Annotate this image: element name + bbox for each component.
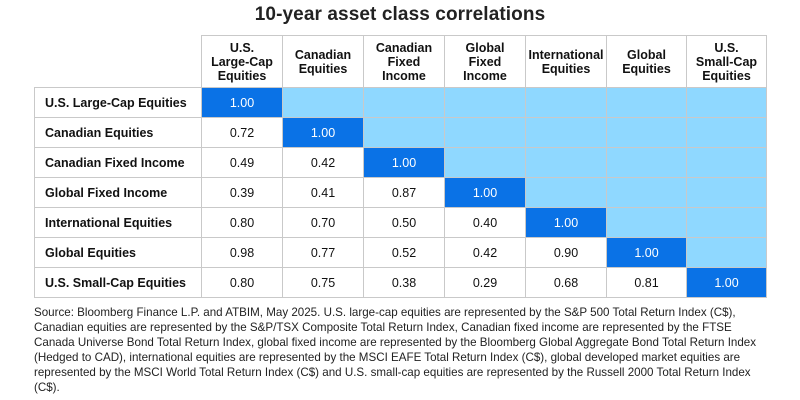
empty-cell: [686, 177, 767, 208]
table-row: Canadian Equities 0.72 1.00: [34, 117, 767, 148]
empty-cell: [444, 87, 526, 118]
diagonal-cell: 1.00: [525, 207, 607, 238]
column-header: Canadian Fixed Income: [363, 35, 445, 88]
table-row: International Equities 0.80 0.70 0.50 0.40 1.…: [34, 207, 767, 238]
empty-cell: [282, 87, 364, 118]
correlation-cell: 0.98: [201, 237, 283, 268]
column-header: International Equities: [525, 35, 607, 88]
column-header: Global Equities: [606, 35, 687, 88]
table-row: U.S. Small-Cap Equities 0.80 0.75 0.38 0.29 0…: [34, 267, 767, 298]
empty-cell: [686, 237, 767, 268]
column-header: U.S. Small-Cap Equities: [686, 35, 767, 88]
row-label: Canadian Fixed Income: [34, 147, 202, 178]
empty-cell: [606, 177, 687, 208]
correlation-cell: 0.72: [201, 117, 283, 148]
source-note: Source: Bloomberg Finance L.P. and ATBIM…: [34, 306, 757, 394]
diagonal-cell: 1.00: [606, 237, 687, 268]
correlation-table: U.S. Large-Cap Equities Canadian Equities Can…: [34, 35, 767, 298]
row-label: Canadian Equities: [34, 117, 202, 148]
correlation-cell: 0.38: [363, 267, 445, 298]
correlation-cell: 0.41: [282, 177, 364, 208]
row-label: U.S. Small-Cap Equities: [34, 267, 202, 298]
correlation-cell: 0.90: [525, 237, 607, 268]
correlation-cell: 0.81: [606, 267, 687, 298]
empty-cell: [525, 177, 607, 208]
empty-cell: [686, 147, 767, 178]
empty-cell: [686, 207, 767, 238]
column-header: U.S. Large-Cap Equities: [201, 35, 283, 88]
table-row: U.S. Large-Cap Equities 1.00: [34, 87, 767, 118]
empty-cell: [606, 207, 687, 238]
diagonal-cell: 1.00: [282, 117, 364, 148]
empty-cell: [363, 87, 445, 118]
correlation-cell: 0.42: [282, 147, 364, 178]
empty-cell: [444, 117, 526, 148]
empty-cell: [444, 147, 526, 178]
empty-cell: [686, 117, 767, 148]
correlation-cell: 0.42: [444, 237, 526, 268]
column-header: Canadian Equities: [282, 35, 364, 88]
column-header: Global Fixed Income: [444, 35, 526, 88]
empty-cell: [606, 147, 687, 178]
correlation-cell: 0.49: [201, 147, 283, 178]
correlation-cell: 0.52: [363, 237, 445, 268]
empty-cell: [525, 147, 607, 178]
row-label: International Equities: [34, 207, 202, 238]
diagonal-cell: 1.00: [363, 147, 445, 178]
correlation-cell: 0.87: [363, 177, 445, 208]
correlation-cell: 0.70: [282, 207, 364, 238]
table-row: Global Equities 0.98 0.77 0.52 0.42 0.90 1.00: [34, 237, 767, 268]
correlation-cell: 0.39: [201, 177, 283, 208]
correlation-cell: 0.29: [444, 267, 526, 298]
correlation-cell: 0.80: [201, 267, 283, 298]
correlation-cell: 0.77: [282, 237, 364, 268]
correlation-cell: 0.40: [444, 207, 526, 238]
diagonal-cell: 1.00: [201, 87, 283, 118]
empty-cell: [525, 117, 607, 148]
empty-cell: [686, 87, 767, 118]
correlation-cell: 0.80: [201, 207, 283, 238]
correlation-cell: 0.50: [363, 207, 445, 238]
table-row: Canadian Fixed Income 0.49 0.42 1.00: [34, 147, 767, 178]
empty-cell: [363, 117, 445, 148]
diagonal-cell: 1.00: [444, 177, 526, 208]
correlation-cell: 0.75: [282, 267, 364, 298]
table-corner: [34, 35, 202, 88]
correlation-cell: 0.68: [525, 267, 607, 298]
row-label: Global Fixed Income: [34, 177, 202, 208]
empty-cell: [525, 87, 607, 118]
empty-cell: [606, 117, 687, 148]
chart-title: 10-year asset class correlations: [254, 4, 546, 25]
row-label: Global Equities: [34, 237, 202, 268]
empty-cell: [606, 87, 687, 118]
table-row: Global Fixed Income 0.39 0.41 0.87 1.00: [34, 177, 767, 208]
diagonal-cell: 1.00: [686, 267, 767, 298]
row-label: U.S. Large-Cap Equities: [34, 87, 202, 118]
